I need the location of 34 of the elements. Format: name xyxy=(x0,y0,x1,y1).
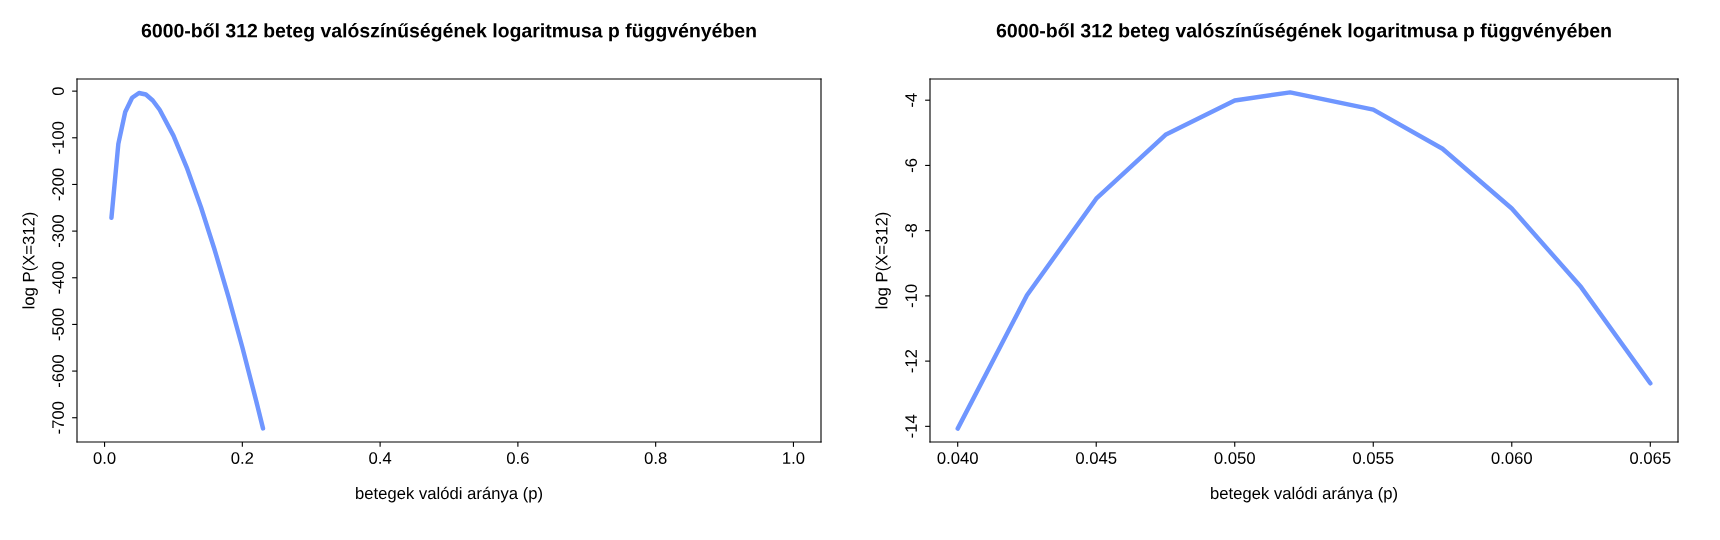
y-tick-label: -4 xyxy=(905,93,917,107)
y-tick-label: 0 xyxy=(52,87,64,96)
x-tick-label: 0.4 xyxy=(369,452,392,464)
line-series xyxy=(955,90,1653,431)
x-tick-label: 1.0 xyxy=(783,452,805,464)
y-tick-label: -200 xyxy=(52,168,64,201)
x-axis-title: betegek valódi aránya (p) xyxy=(1211,486,1398,503)
chart-title: 6000-ből 312 beteg valószínűségének logaritmusa p függvényében xyxy=(996,23,1611,42)
line-series xyxy=(109,90,266,431)
x-tick-label: 0.0 xyxy=(93,452,116,464)
x-tick-label: 0.045 xyxy=(1076,452,1117,464)
x-tick-label: 0.065 xyxy=(1630,452,1671,464)
y-tick-label: -14 xyxy=(905,414,917,438)
y-tick-label: -600 xyxy=(52,355,64,388)
x-tick-label: 0.2 xyxy=(231,452,254,464)
x-tick-label: 0.040 xyxy=(937,452,978,464)
y-axis-title: log P(X=312) xyxy=(22,212,38,309)
x-tick-label: 0.8 xyxy=(644,452,667,464)
y-tick-label: -12 xyxy=(905,349,917,373)
y-tick-label: -500 xyxy=(52,308,64,341)
x-tick-label: 0.060 xyxy=(1491,452,1532,464)
y-tick-label: -100 xyxy=(52,121,64,154)
x-tick-label: 0.6 xyxy=(506,452,529,464)
y-tick-label: -300 xyxy=(52,215,64,248)
x-axis-title: betegek valódi aránya (p) xyxy=(356,486,543,503)
y-tick-label: -400 xyxy=(52,261,64,294)
y-tick-label: -10 xyxy=(905,284,917,308)
chart-title: 6000-ből 312 beteg valószínűségének logaritmusa p függvényében xyxy=(141,23,756,42)
y-tick-label: -700 xyxy=(52,401,64,434)
x-tick-label: 0.055 xyxy=(1353,452,1394,464)
y-tick-label: -6 xyxy=(905,158,917,173)
y-tick-label: -8 xyxy=(905,223,917,238)
x-tick-label: 0.050 xyxy=(1214,452,1255,464)
y-axis-title: log P(X=312) xyxy=(875,212,891,309)
